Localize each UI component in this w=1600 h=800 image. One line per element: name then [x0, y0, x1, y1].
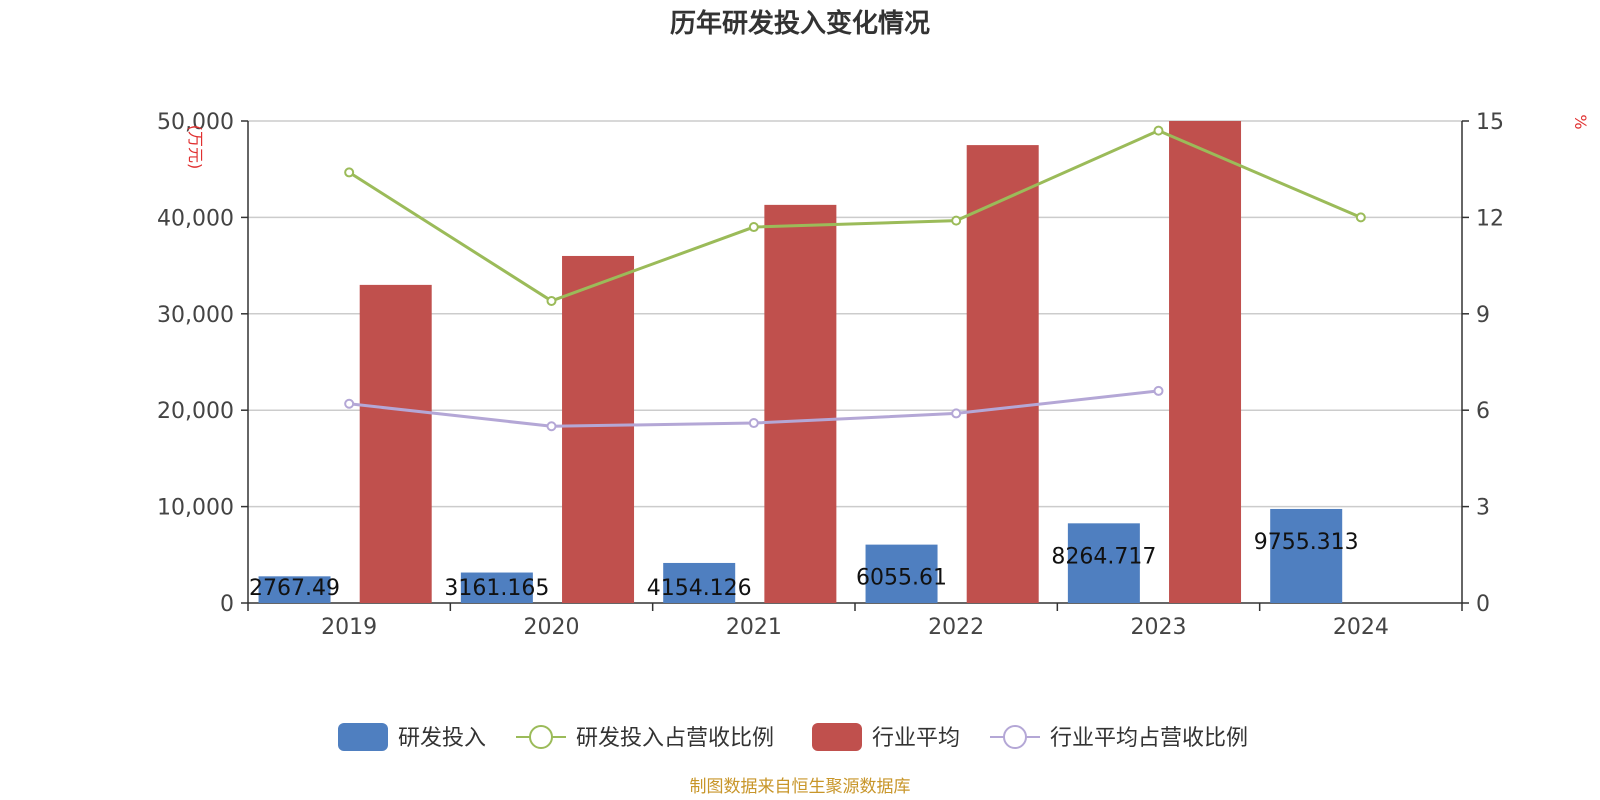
data-label: 6055.61: [856, 566, 947, 591]
right-axis-unit: %: [1571, 114, 1590, 129]
y-left-tick-label: 20,000: [157, 399, 234, 424]
legend-swatch: [338, 723, 388, 751]
legend-label: 行业平均: [872, 726, 960, 751]
bar: [966, 145, 1039, 603]
bar: [865, 544, 938, 603]
x-tick-label: 2022: [928, 615, 984, 640]
bar: [1270, 508, 1343, 603]
line-point: [748, 222, 759, 233]
line-point: [951, 215, 962, 226]
y-right-tick-label: 6: [1476, 399, 1490, 424]
line-point: [1153, 125, 1164, 136]
y-right-tick-label: 0: [1476, 592, 1490, 617]
legend: 研发投入 研发投入占营收比例 行业平均 行业平均占营收比例: [338, 723, 1248, 751]
bars: [258, 121, 1343, 604]
y-right-tick-label: 12: [1476, 206, 1504, 231]
bar: [1169, 121, 1242, 603]
x-tick-label: 2019: [321, 615, 377, 640]
line-point: [748, 418, 759, 429]
line-point: [546, 295, 557, 306]
data-labels: 2767.49 3161.165 4154.126 6055.61 8264.717 97…: [249, 530, 1359, 601]
lines: [344, 125, 1366, 432]
legend-swatch-marker: [1003, 725, 1027, 749]
data-label: 8264.717: [1051, 544, 1156, 569]
line-point: [1355, 212, 1366, 223]
bar: [359, 284, 432, 603]
bar: [258, 576, 331, 603]
data-label: 3161.165: [444, 576, 549, 601]
bar: [663, 562, 736, 603]
x-tick-label: 2024: [1333, 615, 1389, 640]
line-point: [344, 398, 355, 409]
x-tick-label: 2023: [1131, 615, 1187, 640]
y-left-tick-label: 10,000: [157, 496, 234, 521]
data-label: 9755.313: [1254, 530, 1359, 555]
bar: [562, 255, 635, 603]
axes: 0 10,000 20,000 30,000 40,000 50,000 0 3 6 9 12 15 2…: [157, 110, 1504, 640]
left-axis-unit: (万元): [186, 125, 205, 170]
y-right-tick-label: 3: [1476, 496, 1490, 521]
y-right-tick-label: 9: [1476, 303, 1490, 328]
x-tick-label: 2021: [726, 615, 782, 640]
y-left-tick-label: 50,000: [157, 110, 234, 135]
y-right-tick-label: 15: [1476, 110, 1504, 135]
chart-title: 历年研发投入变化情况: [670, 8, 930, 39]
line-point: [344, 167, 355, 178]
bar: [1067, 523, 1140, 603]
bar: [764, 204, 837, 604]
y-left-tick-label: 0: [220, 592, 234, 617]
bar: [460, 572, 533, 603]
legend-label: 研发投入占营收比例: [576, 726, 774, 751]
legend-swatch: [812, 723, 862, 751]
data-label: 2767.49: [249, 576, 340, 601]
line-point: [1153, 385, 1164, 396]
legend-label: 行业平均占营收比例: [1050, 726, 1248, 751]
legend-label: 研发投入: [398, 726, 486, 751]
line-point: [546, 421, 557, 432]
grid-lines: [248, 120, 1462, 508]
data-label: 4154.126: [647, 576, 752, 601]
source-note: 制图数据来自恒生聚源数据库: [690, 777, 911, 797]
y-left-tick-label: 30,000: [157, 303, 234, 328]
y-left-tick-label: 40,000: [157, 206, 234, 231]
x-tick-label: 2020: [524, 615, 580, 640]
series-line: [348, 129, 1362, 303]
line-point: [951, 408, 962, 419]
legend-swatch-marker: [529, 725, 553, 749]
